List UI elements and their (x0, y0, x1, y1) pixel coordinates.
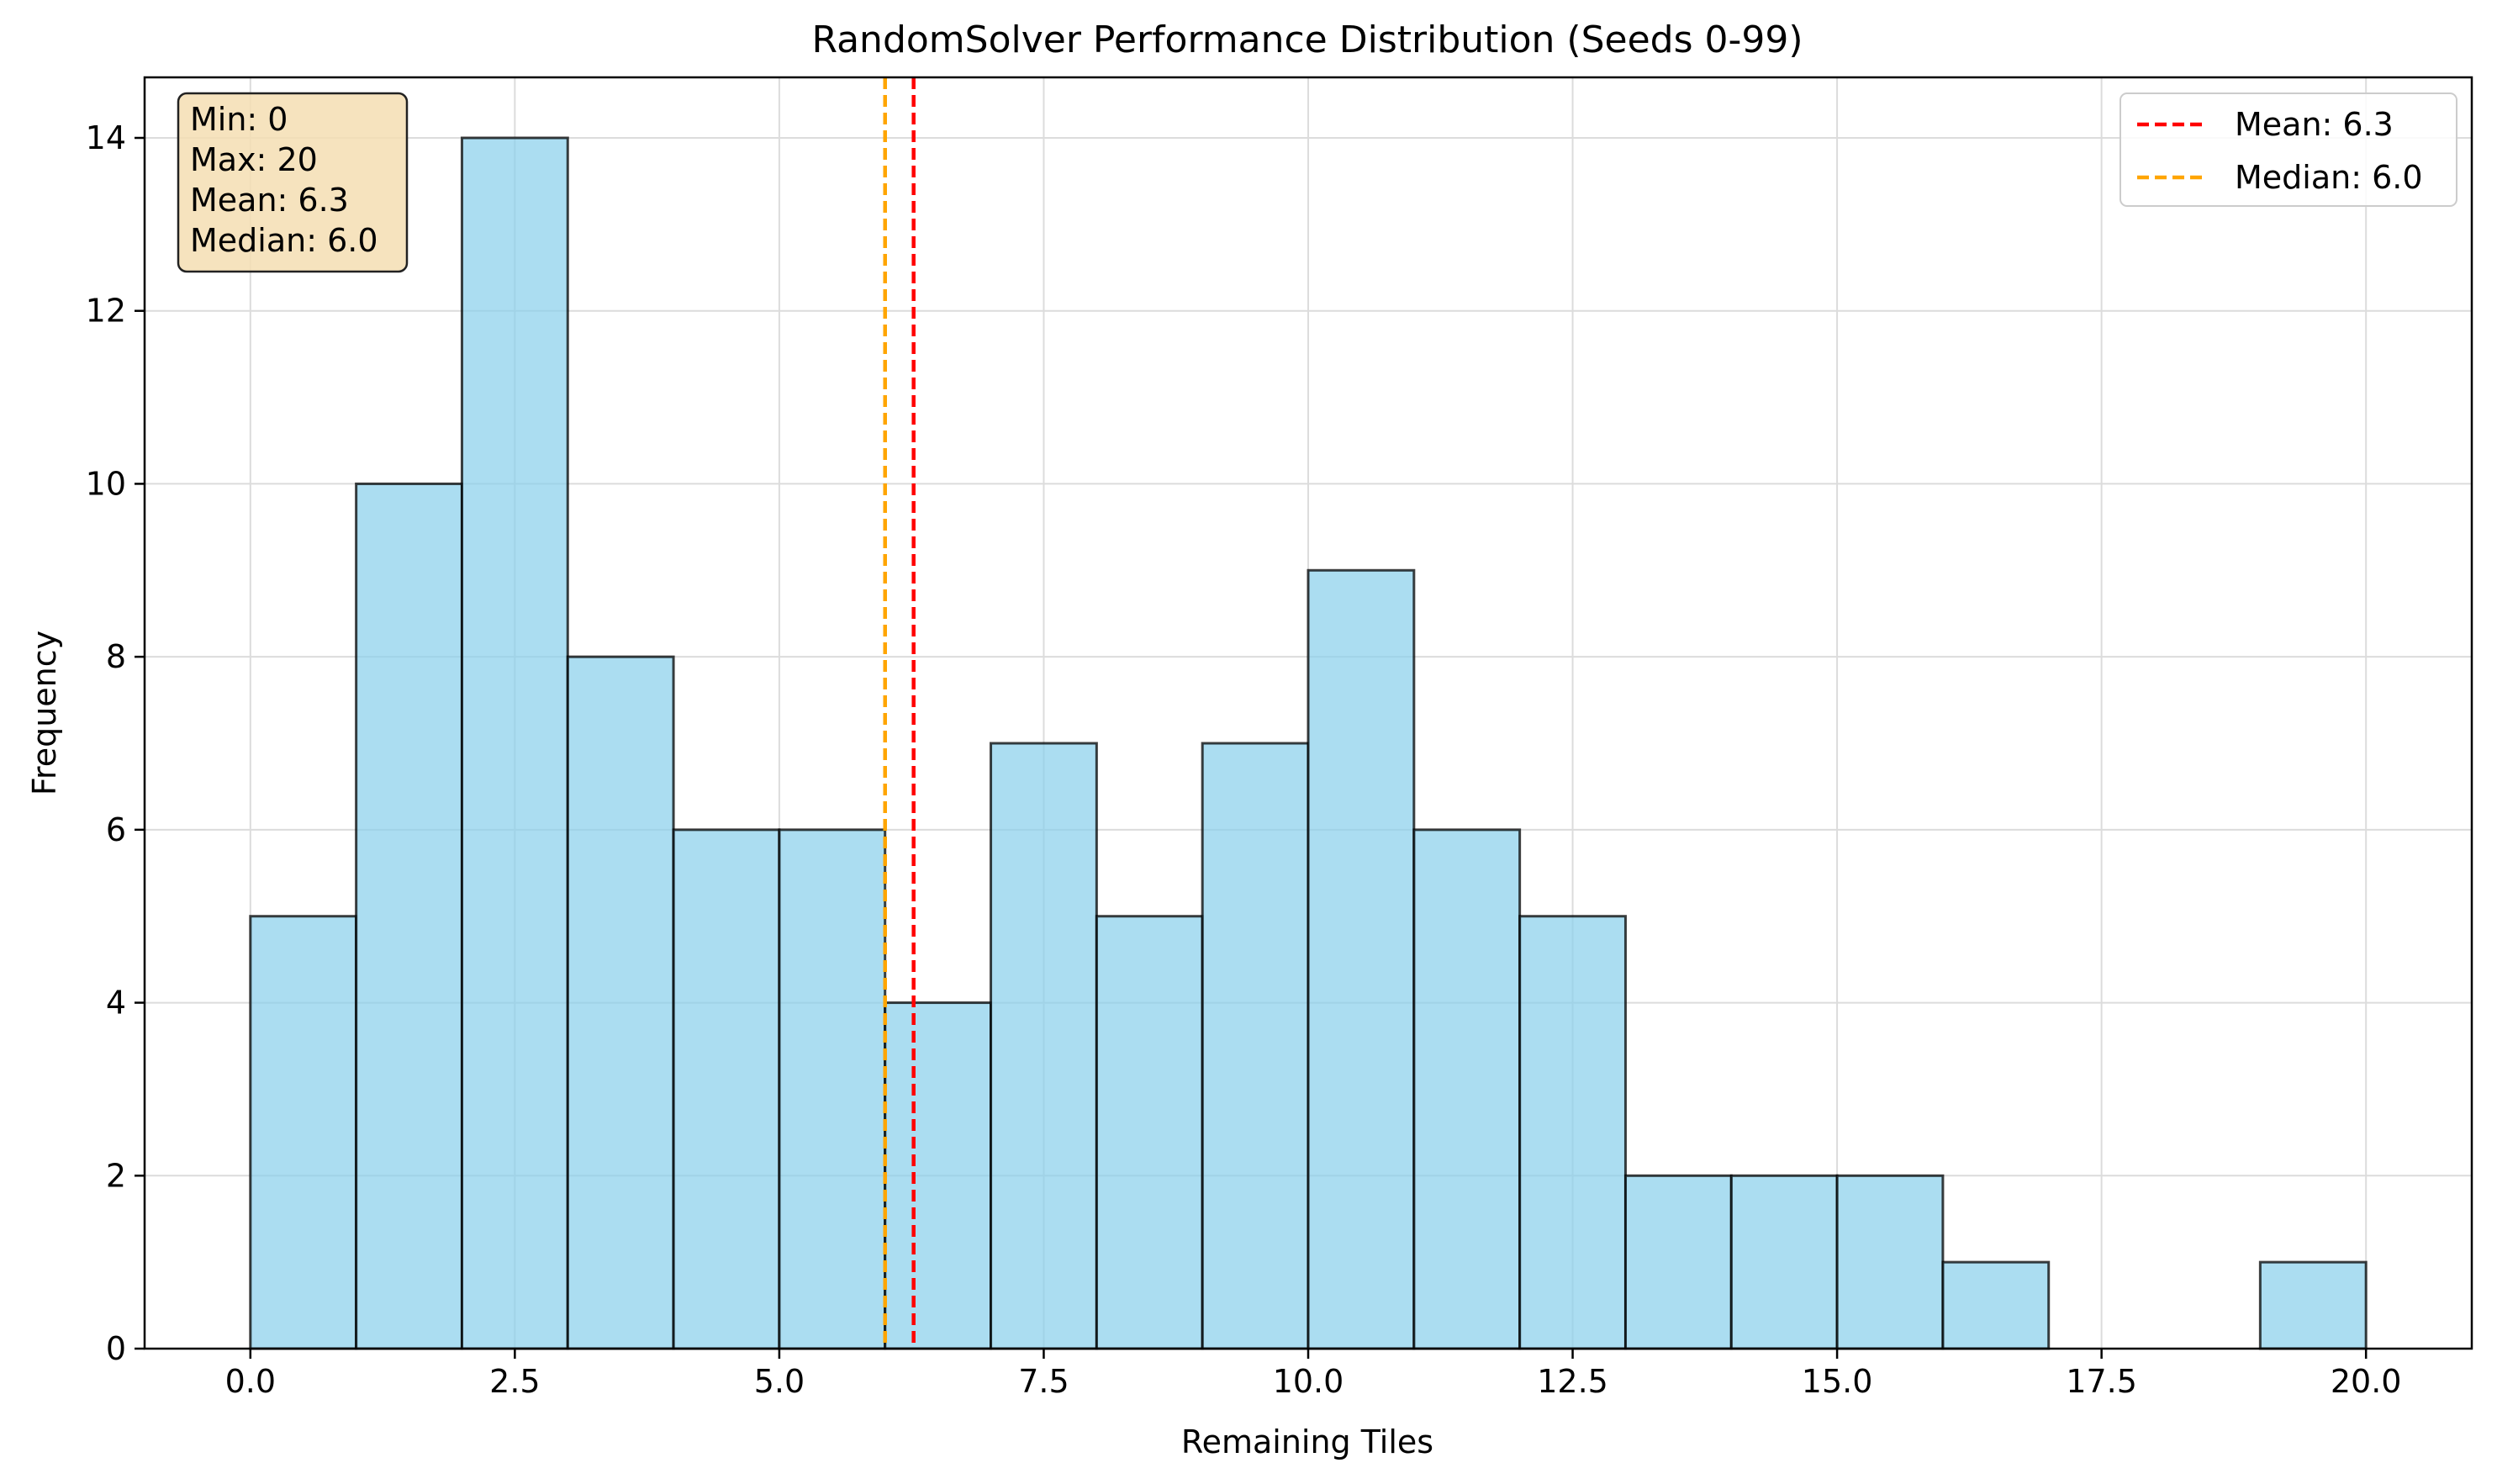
y-tick-label: 10 (86, 465, 126, 502)
y-tick-label: 14 (86, 119, 126, 156)
x-axis-label: Remaining Tiles (1181, 1423, 1433, 1460)
histogram-bar (2258, 1260, 2368, 1350)
histogram-bar (1729, 1174, 1839, 1350)
x-tick-label: 10.0 (1273, 1363, 1344, 1400)
histogram-bar (1095, 915, 1204, 1350)
y-axis-ticks: 0 2 4 6 8 10 12 14 (86, 119, 145, 1367)
histogram-bar (778, 828, 887, 1350)
x-axis-ticks: 0.0 2.5 5.0 7.5 10.0 12.5 15.0 17.5 20.0 (225, 1349, 2402, 1400)
histogram-bar (355, 482, 463, 1350)
histogram-bar (1835, 1174, 1945, 1350)
legend: Mean: 6.3 Median: 6.0 (2120, 92, 2457, 207)
histogram-bars (249, 136, 2368, 1350)
y-tick-label: 8 (106, 638, 126, 675)
histogram-bar (1412, 828, 1522, 1350)
stats-min: Min: 0 (190, 101, 288, 138)
y-tick-label: 4 (106, 985, 126, 1022)
y-tick-label: 0 (106, 1330, 126, 1367)
x-tick-label: 7.5 (1018, 1363, 1069, 1400)
legend-median-label: Median: 6.0 (2235, 159, 2423, 196)
stats-max: Max: 20 (190, 141, 318, 178)
histogram-bar (1518, 915, 1627, 1350)
histogram-bar (460, 136, 569, 1350)
x-tick-label: 2.5 (489, 1363, 540, 1400)
y-tick-label: 6 (106, 811, 126, 848)
y-tick-label: 12 (86, 293, 126, 330)
stats-mean: Mean: 6.3 (190, 182, 349, 219)
stats-box: Min: 0 Max: 20 Mean: 6.3 Median: 6.0 (177, 92, 409, 273)
x-tick-label: 17.5 (2066, 1363, 2137, 1400)
histogram-bar (249, 915, 358, 1350)
histogram-bar (566, 655, 675, 1350)
histogram-bar (1941, 1260, 2051, 1350)
histogram-bar (1201, 742, 1310, 1350)
chart-title: RandomSolver Performance Distribution (S… (811, 18, 1803, 61)
histogram-bar (1623, 1174, 1733, 1350)
legend-mean-label: Mean: 6.3 (2235, 106, 2394, 143)
histogram-bar (990, 742, 1098, 1350)
x-tick-label: 5.0 (754, 1363, 805, 1400)
y-tick-label: 2 (106, 1157, 126, 1194)
histogram-bar (884, 1001, 993, 1350)
histogram-bar (1307, 568, 1416, 1350)
y-axis-label: Frequency (26, 631, 63, 795)
stats-box-background (177, 92, 409, 273)
legend-box (2120, 92, 2457, 207)
x-tick-label: 15.0 (1802, 1363, 1873, 1400)
reference-lines (883, 77, 916, 1349)
stats-median: Median: 6.0 (190, 222, 378, 259)
x-tick-label: 12.5 (1537, 1363, 1608, 1400)
x-tick-label: 0.0 (225, 1363, 276, 1400)
x-tick-label: 20.0 (2331, 1363, 2402, 1400)
histogram-bar (672, 828, 781, 1350)
